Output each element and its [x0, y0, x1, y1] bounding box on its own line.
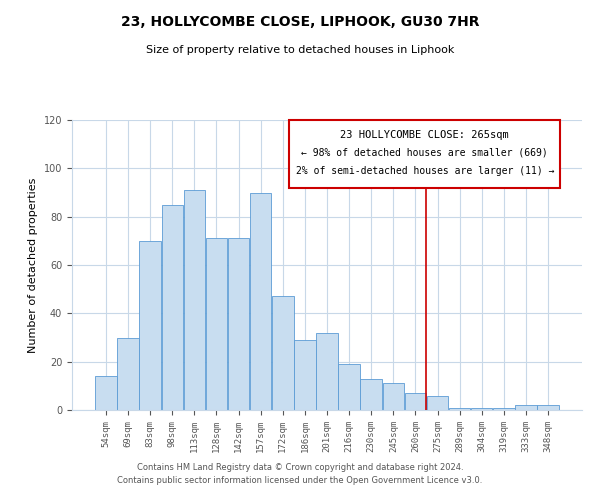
Bar — [228, 238, 249, 410]
Bar — [95, 376, 116, 410]
Text: Size of property relative to detached houses in Liphook: Size of property relative to detached ho… — [146, 45, 454, 55]
Y-axis label: Number of detached properties: Number of detached properties — [28, 178, 38, 352]
Bar — [184, 190, 205, 410]
Bar — [272, 296, 293, 410]
Bar — [250, 192, 271, 410]
Bar — [471, 408, 493, 410]
Bar — [515, 405, 537, 410]
Bar — [493, 408, 515, 410]
Bar — [383, 384, 404, 410]
Bar — [294, 340, 316, 410]
Bar — [449, 408, 470, 410]
Bar — [117, 338, 139, 410]
Bar — [316, 332, 338, 410]
Bar — [538, 405, 559, 410]
Bar — [338, 364, 360, 410]
Text: 23, HOLLYCOMBE CLOSE, LIPHOOK, GU30 7HR: 23, HOLLYCOMBE CLOSE, LIPHOOK, GU30 7HR — [121, 15, 479, 29]
Bar — [139, 241, 161, 410]
Bar — [405, 393, 426, 410]
Bar — [427, 396, 448, 410]
Text: 2% of semi-detached houses are larger (11) →: 2% of semi-detached houses are larger (1… — [296, 166, 554, 176]
Text: Contains HM Land Registry data © Crown copyright and database right 2024.
Contai: Contains HM Land Registry data © Crown c… — [118, 464, 482, 485]
Bar — [206, 238, 227, 410]
Bar — [361, 378, 382, 410]
Text: ← 98% of detached houses are smaller (669): ← 98% of detached houses are smaller (66… — [301, 148, 548, 158]
Bar — [161, 204, 183, 410]
Bar — [289, 120, 560, 188]
Text: 23 HOLLYCOMBE CLOSE: 265sqm: 23 HOLLYCOMBE CLOSE: 265sqm — [340, 130, 509, 140]
